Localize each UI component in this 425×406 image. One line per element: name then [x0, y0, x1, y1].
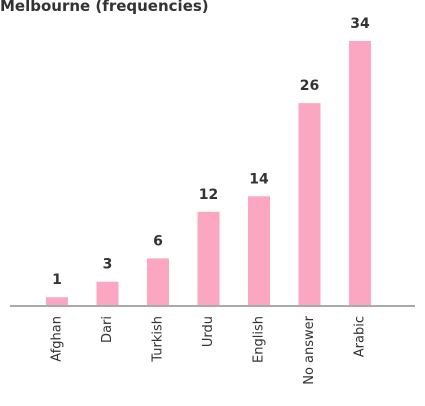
bar	[197, 211, 220, 305]
bar	[147, 258, 169, 305]
bar	[46, 297, 68, 305]
bar	[248, 196, 270, 305]
bar	[96, 281, 119, 305]
data-label: 1	[52, 272, 62, 288]
data-label: 12	[199, 187, 218, 203]
x-tick-label: No answer	[302, 315, 317, 384]
x-tick-label: Urdu	[201, 316, 216, 347]
x-tick-label: Dari	[100, 316, 115, 343]
x-tick-label: English	[252, 316, 267, 363]
data-label: 26	[300, 78, 319, 94]
chart-title: Melbourne (frequencies)	[0, 0, 209, 15]
data-label: 6	[153, 233, 163, 249]
x-tick-label: Turkish	[151, 316, 166, 363]
bar	[298, 103, 321, 305]
data-label: 14	[249, 171, 269, 187]
x-tick-label: Afghan	[50, 316, 65, 362]
bar	[349, 41, 371, 305]
data-label: 3	[103, 257, 113, 273]
data-label: 34	[350, 16, 370, 32]
x-tick-label: Arabic	[353, 316, 368, 357]
